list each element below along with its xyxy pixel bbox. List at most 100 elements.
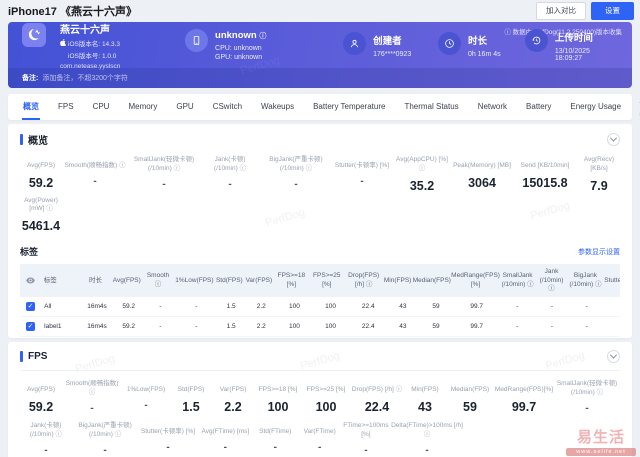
history-clock-icon <box>524 28 548 52</box>
metric-medrange: MedRange(FPS)[%] 99.7 <box>494 380 554 414</box>
cell-value: - <box>195 302 198 310</box>
metric-avg: Avg(Power) [mW] ⓘ 5461.4 <box>20 197 62 234</box>
cell-value: - <box>159 322 162 330</box>
column-header: FPS>=25 [%] <box>313 272 341 288</box>
metric-value: 100 <box>315 400 337 414</box>
metric-smooth: Smooth(顺畅指数) ⓘ - <box>62 156 128 193</box>
metric-label: Stutter(卡顿率) [%] <box>140 428 196 436</box>
cell-value: - <box>550 302 554 310</box>
duration-label: 时长 <box>467 36 487 47</box>
metric-avg: Avg(FPS) 59.2 <box>20 156 62 193</box>
tab-wakeups[interactable]: Wakeups <box>261 101 295 111</box>
add-compare-button[interactable]: 加入对比 <box>536 2 586 20</box>
table-row-label1: ✓ label1 16m4s 59.2 - - 1.5 2.2 100 100 22.4 43 59 99… <box>20 317 620 338</box>
metric-value: - <box>103 444 107 456</box>
metric-median: Median(FPS) 59 <box>446 380 494 414</box>
section-accent-bar <box>20 351 23 362</box>
tab-gpu[interactable]: GPU <box>176 101 194 111</box>
upload-group: 上传时间 13/10/2025 18:09:27 <box>524 28 618 62</box>
metric-value: - <box>223 442 228 453</box>
metric-label: Median(FPS) <box>450 386 490 394</box>
metric-label: FPS>=25 [%] <box>306 386 346 394</box>
metric-label: SmallJank(轻微卡顿) (/10min) ⓘ <box>133 156 195 172</box>
metric-label: FTime>=100ms [%] <box>343 422 389 438</box>
note-label: 备注: <box>22 75 39 82</box>
row-checkbox[interactable]: ✓ <box>26 302 36 312</box>
device-name: unknown ⓘ <box>215 30 267 41</box>
metric-value: 43 <box>418 400 432 414</box>
cell-value: 22.4 <box>361 302 375 310</box>
metric-jank: Jank(卡顿) (/10min) ⓘ - <box>200 156 260 193</box>
param-display-settings-link[interactable]: 参数显示设置 <box>578 248 620 256</box>
cell-value: - <box>605 297 620 316</box>
cell-value: 59 <box>432 302 440 310</box>
metric-value: 59.2 <box>28 176 54 190</box>
collapse-fps-button[interactable] <box>607 350 620 363</box>
metric-value: 15015.8 <box>522 176 568 190</box>
metric-value: 35.2 <box>409 178 435 193</box>
cell-value: 59 <box>432 322 440 330</box>
cell-value: 100 <box>288 302 300 310</box>
metric-value: 2.2 <box>224 400 242 414</box>
metric-avg: Avg(FPS) 59.2 <box>20 380 62 414</box>
tab-cswitch[interactable]: CSwitch <box>212 101 243 111</box>
metric-label: Avg(Recv) [KB/s] <box>583 156 615 172</box>
metric-smalljank: SmallJank(轻微卡顿) (/10min) ⓘ - <box>128 156 200 193</box>
tab-概览[interactable]: 概览 <box>22 94 40 120</box>
tab-cpu[interactable]: CPU <box>92 101 110 111</box>
creator-label: 创建者 <box>373 36 402 47</box>
metric-label: SmallJank(轻微卡顿) (/10min) ⓘ <box>556 380 618 396</box>
metric-value: - <box>273 442 277 453</box>
metric-label: Jank(卡顿) (/10min) ⓘ <box>29 422 62 438</box>
cell-value: - <box>195 322 198 330</box>
note-bar[interactable]: 备注: 添加备注，不超3200个字符 <box>8 68 632 88</box>
tab-battery-temperature[interactable]: Battery Temperature <box>313 101 386 111</box>
labels-table: 标签 时长 Avg(FPS) Smooth ⓘ 1%Low(FPS) Std(FPS) Va… <box>20 264 620 338</box>
cell-value: - <box>585 322 588 330</box>
device-cpu: CPU: unknown <box>215 45 262 52</box>
metric-value: - <box>294 178 298 190</box>
metric-avg: Avg(Recv) [KB/s] 7.9 <box>578 156 620 193</box>
cell-value: 99.7 <box>470 322 484 330</box>
cell-value: - <box>550 322 554 330</box>
tab-thermal-status[interactable]: Thermal Status <box>404 101 459 111</box>
metric-avg: Avg(AppCPU) [%] ⓘ 35.2 <box>392 156 452 193</box>
column-header: 时长 <box>89 276 102 284</box>
metric-min: Min(FPS) 43 <box>404 380 446 414</box>
metric-label: BigJank(严重卡顿) (/10min) ⓘ <box>78 422 132 438</box>
tab-battery[interactable]: Battery <box>526 101 552 111</box>
metric-stutter: Stutter(卡顿率) [%] - <box>332 156 392 193</box>
cell-value: 16m4s <box>87 302 107 310</box>
user-icon <box>343 32 367 55</box>
label-name: label1 <box>44 322 62 330</box>
info-icon[interactable]: ⓘ <box>259 33 267 40</box>
cell-value: 2.2 <box>256 322 266 330</box>
settings-button[interactable]: 设置 <box>591 2 634 20</box>
metric-label: 1%Low(FPS) <box>126 386 166 394</box>
metric-value: - <box>144 400 148 411</box>
clock-icon <box>437 32 461 55</box>
app-name: 燕云十六声 <box>60 24 110 36</box>
tab-fps[interactable]: FPS <box>58 101 74 111</box>
metric-ftime>=100ms: FTime>=100ms [%] - <box>342 422 390 456</box>
metric-var: Var(FPS) 2.2 <box>212 380 254 414</box>
upload-value: 13/10/2025 18:09:27 <box>554 47 590 62</box>
app-icon <box>22 22 46 47</box>
cell-value: 59.2 <box>122 322 135 330</box>
tab-memory[interactable]: Memory <box>128 101 158 111</box>
collapse-overview-button[interactable] <box>607 133 620 146</box>
metric-label: Avg(AppCPU) [%] ⓘ <box>396 156 448 172</box>
metric-stutter: Stutter(卡顿率) [%] - <box>138 422 197 456</box>
metric-label: Avg(FPS) <box>26 386 56 394</box>
metric-value: - <box>166 442 170 453</box>
metric-label: Delta(FTime)>100ms [/h] ⓘ <box>391 422 463 438</box>
visibility-eye-icon[interactable] <box>20 264 41 297</box>
row-checkbox[interactable]: ✓ <box>26 322 36 332</box>
tab-network[interactable]: Network <box>477 101 508 111</box>
metric-label: Avg(FTime) [ms] <box>201 428 250 436</box>
cell-value: 2.2 <box>256 302 266 310</box>
tab-energy-usage[interactable]: Energy Usage <box>570 101 622 111</box>
cell-value: - <box>605 317 620 336</box>
overview-panel: 概览 Avg(FPS) 59.2 Smooth(顺畅指数) ⓘ - SmallJank(… <box>8 124 632 349</box>
section-accent-bar <box>20 134 23 145</box>
